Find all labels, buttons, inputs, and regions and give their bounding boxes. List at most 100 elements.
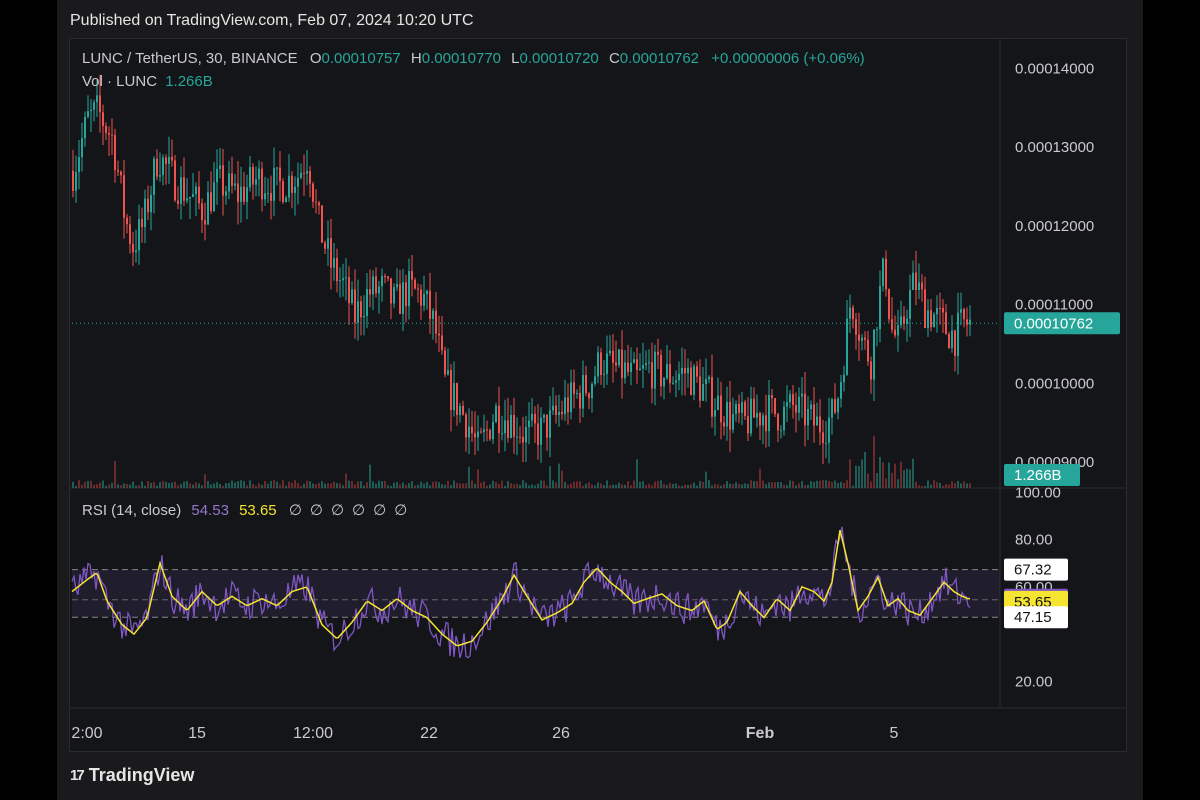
- candle-body: [567, 397, 569, 413]
- volume-bar: [696, 485, 698, 488]
- candle-body: [903, 316, 905, 324]
- volume-bar: [891, 472, 893, 488]
- volume-bar: [672, 483, 674, 488]
- candle-body: [258, 168, 260, 180]
- candle-body: [75, 172, 77, 191]
- volume-bar: [111, 482, 113, 488]
- candle-body: [957, 312, 959, 356]
- candle-body: [570, 382, 572, 413]
- volume-bar: [237, 481, 239, 488]
- candle-body: [147, 198, 149, 213]
- volume-bar: [483, 481, 485, 488]
- volume-bar: [96, 484, 98, 488]
- volume-bar: [243, 481, 245, 488]
- candle-body: [675, 380, 677, 383]
- volume-bar: [927, 480, 929, 488]
- volume-bar: [213, 483, 215, 488]
- candle-body: [741, 402, 743, 413]
- rsi-ma-value: 53.65: [239, 502, 277, 519]
- volume-bar: [153, 482, 155, 488]
- volume-bar: [663, 483, 665, 488]
- candle-body: [924, 289, 926, 329]
- volume-bar: [399, 484, 401, 488]
- candle-body: [642, 365, 644, 369]
- price-tick-label-2: 0.00012000: [1015, 218, 1094, 235]
- volume-bar: [288, 481, 290, 488]
- candle-body: [792, 394, 794, 406]
- candle-body: [423, 294, 425, 306]
- candle-body: [549, 410, 551, 438]
- candle-body: [840, 381, 842, 399]
- candle-body: [885, 258, 887, 290]
- candle-body: [516, 436, 518, 438]
- volume-bar: [615, 484, 617, 488]
- candle-body: [456, 383, 458, 416]
- volume-bar: [519, 484, 521, 488]
- candle-body: [963, 309, 965, 320]
- volume-bar: [645, 485, 647, 488]
- candle-body: [615, 362, 617, 366]
- tradingview-logo: 17 TradingView: [70, 765, 194, 786]
- volume-bar: [828, 481, 830, 488]
- candle-body: [699, 376, 701, 401]
- candle-body: [99, 95, 101, 113]
- volume-bar: [531, 484, 533, 488]
- volume-bar: [909, 469, 911, 488]
- candle-body: [825, 442, 827, 444]
- candle-body: [636, 359, 638, 370]
- candle-body: [297, 177, 299, 187]
- volume-bar: [417, 484, 419, 488]
- candle-body: [108, 133, 110, 135]
- candle-body: [414, 279, 416, 289]
- volume-bar: [627, 481, 629, 488]
- candle-body: [822, 432, 824, 444]
- candle-body: [246, 187, 248, 202]
- candle-body: [138, 219, 140, 251]
- volume-bar: [444, 484, 446, 488]
- empty-2: ∅: [309, 502, 331, 519]
- candle-body: [216, 168, 218, 183]
- candle-body: [321, 205, 323, 243]
- candle-body: [543, 414, 545, 418]
- volume-bar: [78, 480, 80, 488]
- candle-body: [870, 361, 872, 380]
- volume-bar: [336, 483, 338, 488]
- volume-bar: [876, 473, 878, 488]
- candle-body: [660, 354, 662, 387]
- volume-bar: [657, 480, 659, 488]
- volume-bar: [261, 484, 263, 488]
- volume-bar: [387, 485, 389, 488]
- volume-bar: [702, 481, 704, 488]
- volume-bar: [420, 481, 422, 488]
- candle-body: [285, 197, 287, 203]
- candle-body: [942, 307, 944, 313]
- volume-bar: [129, 484, 131, 488]
- volume-bar: [825, 480, 827, 488]
- candle-body: [831, 399, 833, 418]
- candle-body: [159, 175, 161, 177]
- candle-body: [105, 125, 107, 134]
- candle-body: [921, 282, 923, 290]
- volume-bar: [507, 481, 509, 488]
- candle-body: [843, 374, 845, 382]
- candle-body: [558, 411, 560, 415]
- rsi-lower-tag-label: 47.15: [1014, 609, 1052, 626]
- volume-bar: [918, 485, 920, 488]
- candle-body: [213, 182, 215, 212]
- candle-body: [936, 307, 938, 315]
- volume-bar: [666, 485, 668, 488]
- volume-bar: [660, 480, 662, 488]
- volume-bar: [501, 480, 503, 488]
- volume-bar: [822, 480, 824, 488]
- change-value: +0.00000006 (+0.06%): [711, 50, 865, 67]
- volume-bar: [798, 483, 800, 488]
- candle-body: [795, 405, 797, 413]
- volume-bar: [834, 480, 836, 488]
- empty-3: ∅: [330, 502, 353, 519]
- volume-bar: [105, 485, 107, 488]
- candle-body: [204, 220, 206, 225]
- candle-body: [255, 179, 257, 185]
- volume-bar: [561, 470, 563, 488]
- candle-body: [150, 194, 152, 213]
